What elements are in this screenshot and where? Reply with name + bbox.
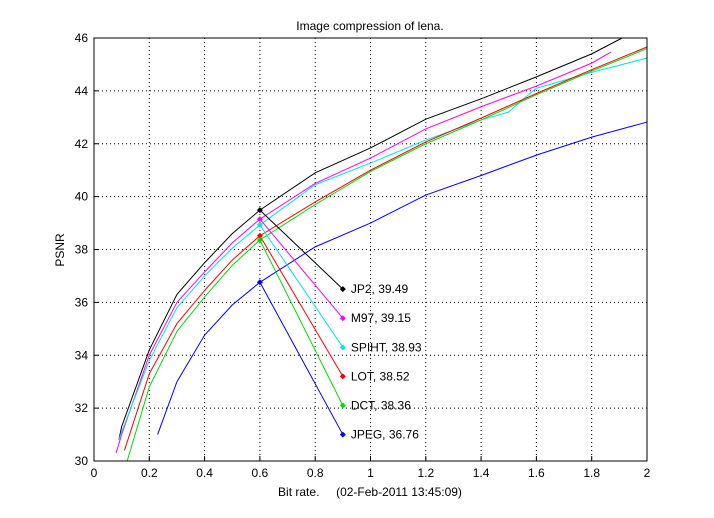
annotations: JP2, 39.49 M97, 39.15 SPIHT, 38.93 LOT, 38.… [256, 207, 422, 442]
x-tick-label: 0.2 [141, 466, 158, 480]
x-tick-label: 0.8 [307, 466, 324, 480]
annotation-line-dct [259, 239, 344, 406]
x-tick-label: 1.4 [473, 466, 490, 480]
y-tick-label: 30 [75, 454, 89, 468]
data-marker [256, 221, 263, 228]
annotation-label-m97: M97, 39.15 [351, 311, 411, 325]
y-axis-label: PSNR [53, 233, 67, 267]
annotation-label-dct: DCT, 38.36 [351, 398, 411, 412]
series-line-jp2 [118, 37, 623, 440]
y-tick-label: 34 [75, 348, 89, 362]
annotation-label-spiht: SPIHT, 38.93 [351, 340, 422, 354]
x-tick-label: 2 [644, 466, 651, 480]
annotation-line-spiht [259, 224, 344, 348]
series-line-m97 [115, 51, 612, 454]
data-marker [256, 216, 263, 223]
x-tick-label: 1.6 [528, 466, 545, 480]
series-line-dct [126, 48, 648, 462]
data-marker [339, 402, 346, 409]
annotation-label-jp2: JP2, 39.49 [351, 282, 409, 296]
data-marker [339, 373, 346, 380]
annotation-line-jp2 [259, 209, 344, 290]
x-tick-label: 0.4 [196, 466, 213, 480]
series-line-spiht [118, 57, 648, 441]
y-tick-label: 38 [75, 243, 89, 257]
data-marker [339, 344, 346, 351]
y-tick-label: 40 [75, 190, 89, 204]
annotation-label-lot: LOT, 38.52 [351, 369, 410, 383]
x-tick-label: 1.2 [417, 466, 434, 480]
x-axis-label: Bit rate. (02-Feb-2011 13:45:09) [278, 485, 462, 499]
x-tick-label: 1 [367, 466, 374, 480]
data-marker [256, 232, 263, 239]
y-tick-label: 36 [75, 295, 89, 309]
annotation-label-jpeg: JPEG, 36.76 [351, 428, 419, 442]
data-marker [256, 279, 263, 286]
chart-title: Image compression of lena. [296, 19, 443, 33]
y-tick-label: 46 [75, 31, 89, 45]
series-lines [115, 37, 648, 462]
data-marker [256, 207, 263, 214]
x-tick-label: 0 [91, 466, 98, 480]
x-tick-label: 1.8 [583, 466, 600, 480]
x-tick-label: 0.6 [252, 466, 269, 480]
series-line-lot [123, 46, 648, 451]
y-tick-label: 44 [75, 84, 89, 98]
data-marker [339, 431, 346, 438]
ticks: 0 0.2 0.4 0.6 0.8 1 1.2 1.4 1.6 1.8 2 30 32 34 36 38 40 4… [75, 31, 651, 480]
y-tick-label: 32 [75, 401, 89, 415]
data-marker [256, 236, 263, 243]
annotation-line-m97 [259, 218, 344, 319]
y-tick-label: 42 [75, 137, 89, 151]
annotation-line-jpeg [259, 282, 344, 435]
data-marker [339, 286, 346, 293]
series-line-jpeg [157, 121, 648, 435]
data-marker [339, 315, 346, 322]
annotation-line-lot [259, 235, 344, 377]
